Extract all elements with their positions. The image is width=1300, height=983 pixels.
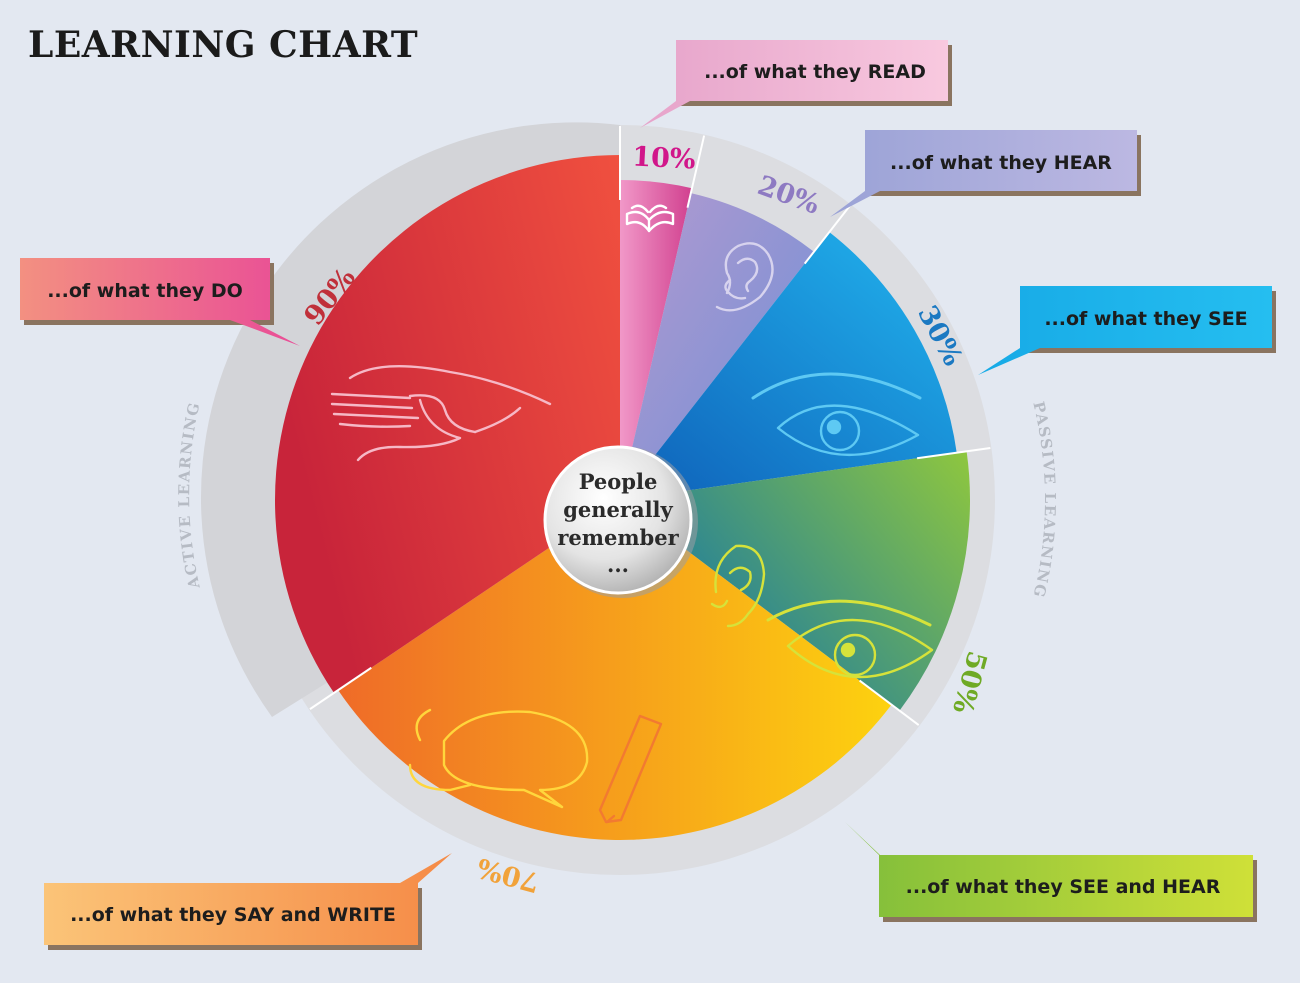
pie-segment-see-and-hear xyxy=(620,451,970,711)
passive-learning-label: PASSIVE LEARNING xyxy=(1029,400,1059,600)
pie-segment-read xyxy=(620,180,692,500)
hand-icon xyxy=(330,365,552,462)
callout-read-box xyxy=(640,40,948,128)
active-learning-label: ACTIVE LEARNING xyxy=(175,400,204,591)
callout-see-and-hear-box xyxy=(845,822,1253,917)
callout-hear: ...of what they HEAR xyxy=(830,130,1141,217)
active-learning-text: ACTIVE LEARNING xyxy=(175,400,202,591)
center-line-4: ... xyxy=(607,552,629,577)
callout-read-label: ...of what they READ xyxy=(704,61,926,83)
center-line-1: People xyxy=(579,469,658,494)
divider-see xyxy=(803,204,852,265)
divider-see-and-hear xyxy=(916,446,991,460)
callout-see-and-hear: ...of what they SEE and HEAR xyxy=(845,822,1257,922)
divider-do xyxy=(309,666,372,710)
pie-segment-hear xyxy=(620,193,814,500)
ear-and-eye-icon xyxy=(710,544,934,679)
eye-icon xyxy=(751,372,922,457)
pie-segment-do xyxy=(274,155,620,693)
callout-do: ...of what they DO xyxy=(20,258,300,346)
pie-segment-see xyxy=(620,232,957,500)
callout-see-box xyxy=(978,286,1272,375)
callout-say-and-write-label: ...of what they SAY and WRITE xyxy=(70,904,396,926)
callout-see-and-hear-label: ...of what they SEE and HEAR xyxy=(906,876,1221,898)
callout-hear-box xyxy=(830,130,1137,217)
callout-see-label: ...of what they SEE xyxy=(1044,308,1247,330)
center-line-2: generally xyxy=(563,497,673,522)
divider-say-and-write xyxy=(858,679,920,726)
pie-segments xyxy=(274,155,970,841)
book-icon xyxy=(625,204,675,233)
pie-segment-say-and-write xyxy=(338,500,892,841)
callout-read: ...of what they READ xyxy=(640,40,952,128)
divider-hear xyxy=(686,135,706,208)
passive-learning-text: PASSIVE LEARNING xyxy=(1029,400,1057,600)
chart-title: LEARNING CHART xyxy=(28,24,419,66)
callout-say-and-write: ...of what they SAY and WRITE xyxy=(44,853,452,950)
callout-say-and-write-box xyxy=(44,853,452,945)
center-disc xyxy=(543,445,693,595)
speech-and-pencil-icon xyxy=(408,708,663,824)
callouts: ...of what they READ ...of what they HEA… xyxy=(20,40,1276,950)
segment-dividers xyxy=(309,126,991,726)
callout-hear-label: ...of what they HEAR xyxy=(890,152,1112,174)
center-line-3: remember xyxy=(557,525,679,550)
ear-icon xyxy=(715,242,774,312)
callout-do-label: ...of what they DO xyxy=(47,280,243,302)
callout-see: ...of what they SEE xyxy=(978,286,1276,375)
percent-read: 10% xyxy=(632,141,697,175)
callout-do-box xyxy=(20,258,300,346)
